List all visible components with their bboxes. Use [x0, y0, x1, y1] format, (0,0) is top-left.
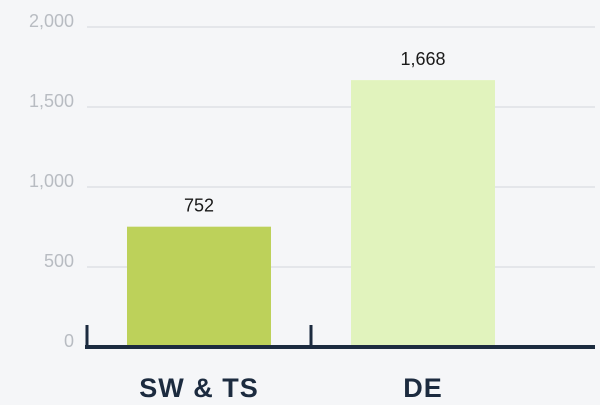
y-tick-label: 1,500	[29, 91, 74, 111]
x-tick-label: SW & TS	[139, 373, 259, 403]
y-tick-label: 500	[44, 251, 74, 271]
bar	[127, 226, 271, 347]
value-label: 752	[184, 195, 214, 215]
y-tick-label: 1,000	[29, 171, 74, 191]
y-tick-label: 0	[64, 331, 74, 351]
bar	[351, 80, 495, 348]
y-tick-label: 2,000	[29, 11, 74, 31]
value-label: 1,668	[400, 49, 445, 69]
x-tick-label: DE	[403, 373, 443, 403]
